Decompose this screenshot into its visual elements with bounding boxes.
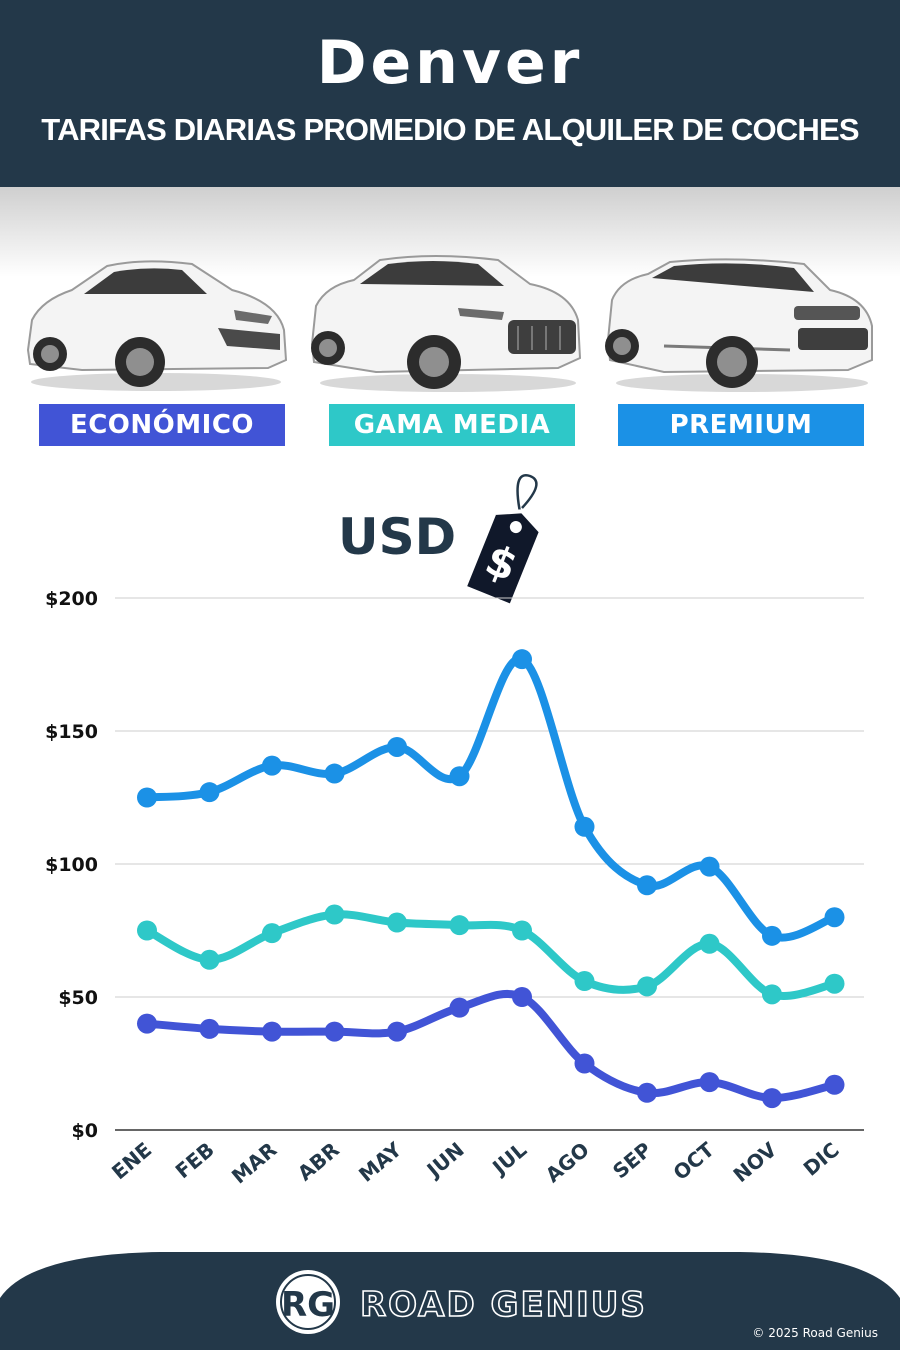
data-point [199, 1018, 220, 1039]
data-point [824, 1074, 845, 1095]
data-point [699, 856, 720, 877]
data-point [637, 1082, 657, 1103]
data-point [637, 976, 657, 997]
series-line [143, 655, 839, 942]
data-point [137, 1013, 157, 1034]
x-tick-label: NOV [728, 1137, 781, 1187]
x-tick-label: JUL [486, 1137, 531, 1180]
y-tick-label: $200 [45, 588, 98, 610]
series-line [143, 989, 839, 1103]
luxury-suv-car-icon [604, 250, 876, 395]
x-axis-labels: ENE FEB MAR ABR MAY JUN JUL AGO SEP OCT NOV DIC [107, 1137, 844, 1188]
price-tag-icon: $ [450, 468, 550, 612]
x-tick-label: MAY [354, 1137, 407, 1187]
category-economico-label: ECONÓMICO [39, 404, 285, 446]
y-axis-labels: $200 $150 $100 $50 $0 [45, 588, 98, 1142]
x-tick-label: DIC [799, 1137, 844, 1180]
x-tick-label: ENE [107, 1137, 156, 1184]
data-point [199, 949, 220, 970]
data-point [824, 907, 845, 928]
data-point [512, 649, 532, 670]
data-point [199, 782, 220, 803]
category-premium-label: PREMIUM [618, 404, 864, 446]
data-point [449, 766, 470, 787]
footer: RG ROAD GENIUS [0, 1252, 900, 1350]
data-point [262, 755, 282, 776]
logo-initials: RG [281, 1285, 335, 1325]
data-point [762, 984, 782, 1005]
x-tick-label: OCT [669, 1137, 719, 1185]
y-tick-label: $150 [45, 721, 98, 743]
data-point [574, 816, 595, 837]
chart-series [137, 649, 845, 1109]
data-point [449, 997, 470, 1018]
x-tick-label: AGO [541, 1137, 594, 1187]
category-gama-media-label: GAMA MEDIA [329, 404, 575, 446]
data-point [637, 875, 657, 896]
x-tick-label: ABR [293, 1137, 344, 1185]
series-line [143, 910, 839, 1000]
data-point [324, 1021, 345, 1042]
data-point [824, 973, 845, 994]
x-tick-label: SEP [608, 1137, 656, 1183]
suv-car-icon [308, 250, 584, 395]
y-tick-label: $0 [72, 1120, 98, 1142]
data-point [512, 987, 532, 1007]
data-point [512, 920, 532, 941]
copyright-text: © 2025 Road Genius [752, 1326, 878, 1340]
data-point [387, 912, 407, 933]
data-point [324, 763, 345, 784]
x-tick-label: MAR [227, 1137, 281, 1188]
data-point [574, 971, 595, 992]
data-point [137, 920, 157, 941]
brand-name: ROAD GENIUS [360, 1285, 647, 1325]
header: Denver TARIFAS DIARIAS PROMEDIO DE ALQUI… [0, 0, 900, 187]
chart-grid [115, 597, 864, 1131]
data-point [762, 1088, 782, 1109]
data-point [324, 904, 345, 925]
hatchback-car-icon [22, 250, 290, 395]
x-tick-label: JUN [421, 1137, 469, 1183]
data-point [387, 736, 407, 757]
data-point [762, 925, 782, 946]
data-point [262, 1021, 282, 1042]
data-point [699, 1072, 720, 1093]
data-point [262, 923, 282, 944]
y-tick-label: $100 [45, 854, 98, 876]
page-title: Denver [316, 28, 584, 98]
data-point [387, 1021, 407, 1042]
data-point [699, 933, 720, 954]
page-subtitle: TARIFAS DIARIAS PROMEDIO DE ALQUILER DE … [41, 112, 859, 147]
y-tick-label: $50 [58, 987, 98, 1009]
data-point [574, 1053, 595, 1074]
currency-label: USD [338, 508, 457, 566]
data-point [449, 915, 470, 936]
x-tick-label: FEB [171, 1137, 219, 1183]
rental-rate-line-chart: $200 $150 $100 $50 $0 ENE FEB MAR ABR MAY JUN JUL A… [45, 588, 864, 1188]
data-point [137, 787, 157, 808]
